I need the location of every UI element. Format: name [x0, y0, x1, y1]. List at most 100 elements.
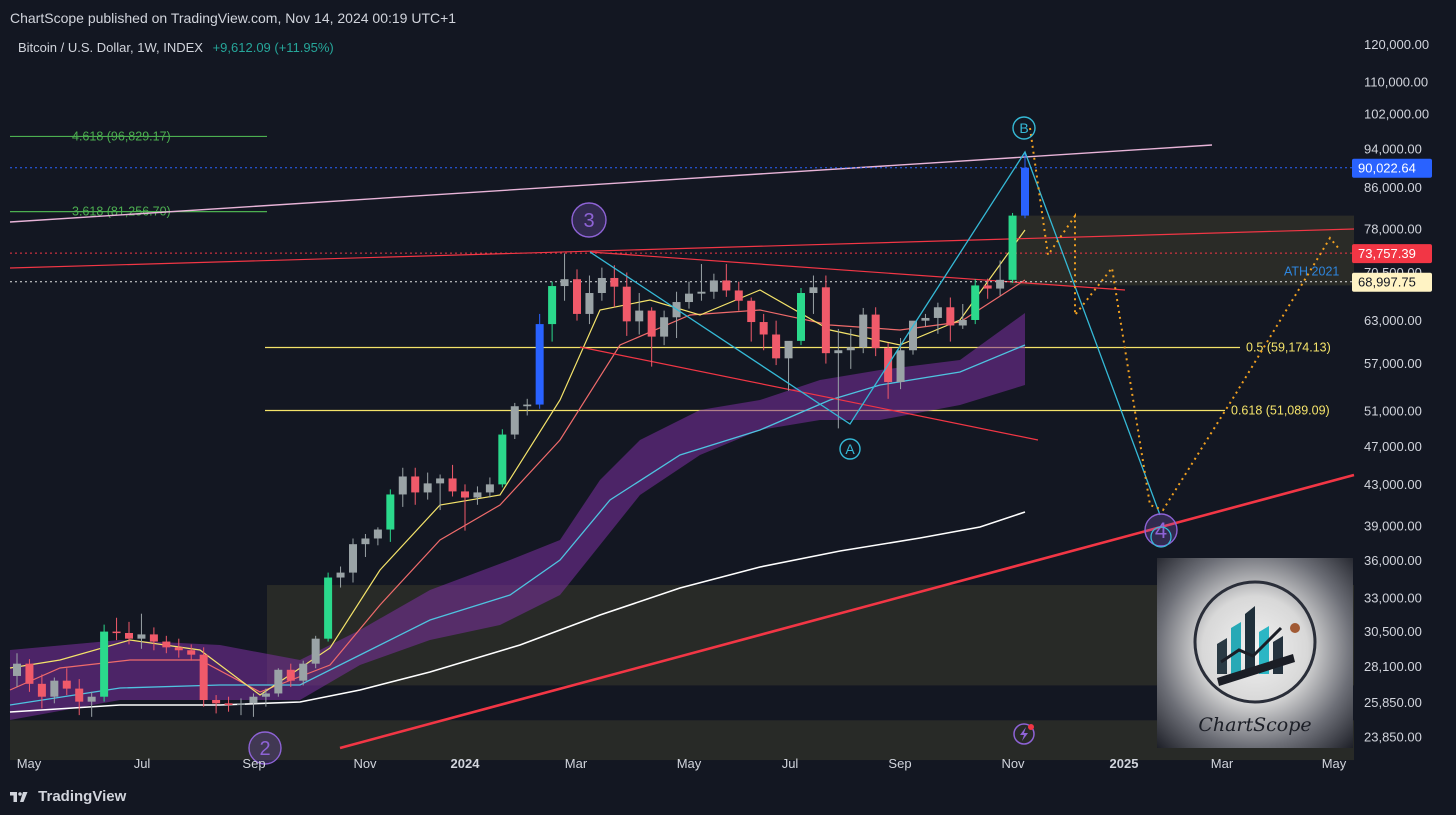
y-axis-tick-label: 51,000.00 — [1364, 404, 1422, 419]
x-axis-tick-label: Mar — [565, 756, 588, 771]
candle-body — [635, 310, 644, 322]
publisher-info: ChartScope published on TradingView.com,… — [10, 10, 457, 26]
candle-body — [996, 279, 1005, 289]
candle-body — [784, 340, 793, 359]
x-axis-tick-label: May — [17, 756, 42, 771]
candle-body — [622, 286, 631, 322]
y-axis-tick-label: 102,000.00 — [1364, 107, 1429, 122]
candle-body — [224, 703, 233, 705]
x-axis-tick-label: May — [677, 756, 702, 771]
candle-body — [62, 680, 71, 689]
y-axis-tick-label: 39,000.00 — [1364, 519, 1422, 534]
candle-body — [896, 350, 905, 383]
candle-body — [249, 696, 258, 704]
candle-body — [274, 669, 283, 694]
projection-path — [1029, 127, 1341, 512]
wave-marker-label: B — [1019, 120, 1028, 136]
price-badge-label: 73,757.39 — [1358, 246, 1416, 261]
footer-bar: TradingView — [0, 780, 1456, 815]
wave-marker-circle — [1012, 116, 1036, 140]
candle-body — [734, 290, 743, 301]
candle-body — [647, 310, 656, 337]
candle-body — [237, 703, 245, 705]
trend-support-red — [339, 473, 1355, 750]
candle-body — [361, 538, 370, 545]
x-axis-tick-label: Jul — [134, 756, 151, 771]
candle-body — [25, 663, 34, 684]
x-axis-tick-label: Nov — [1001, 756, 1025, 771]
tradingview-brand[interactable]: TradingView — [10, 788, 126, 805]
fib-level-label: 0.618 (51,089.09) — [1231, 403, 1330, 417]
wave-marker-circle — [571, 202, 607, 238]
y-axis-tick-label: 78,000.00 — [1364, 222, 1422, 237]
candle-body — [610, 277, 619, 287]
y-axis-tick-label: 120,000.00 — [1364, 37, 1429, 52]
ma-cloud-band — [10, 313, 1025, 720]
x-axis-tick-label: Mar — [1211, 756, 1234, 771]
y-axis-tick-label: 63,000.00 — [1364, 313, 1422, 328]
candle-body — [859, 314, 868, 348]
wave-marker-circle — [839, 438, 861, 460]
y-axis-tick-label: 28,100.00 — [1364, 659, 1422, 674]
trend-line-red-upper — [9, 228, 1355, 269]
candle-body — [772, 334, 781, 359]
candle-body — [473, 492, 482, 498]
wave-marker-label: 3 — [583, 210, 594, 232]
candle-body — [299, 663, 308, 681]
notification-dot — [1028, 724, 1034, 730]
price-badge — [1352, 158, 1432, 178]
y-axis-tick-label: 47,000.00 — [1364, 439, 1422, 454]
candle-body — [75, 688, 84, 702]
candle-body — [50, 680, 59, 697]
candle-body — [261, 693, 270, 697]
candle-body — [573, 279, 581, 314]
candle-body — [809, 287, 818, 294]
x-axis-tick-label: 2024 — [451, 756, 481, 771]
candle-body — [149, 634, 158, 642]
candle-body — [162, 641, 171, 648]
candle-body — [373, 529, 382, 539]
candle-body — [324, 577, 333, 639]
candle-body — [174, 647, 183, 651]
price-badge — [1352, 244, 1432, 264]
ma-fast-line — [9, 229, 1026, 696]
candle-body — [946, 307, 955, 326]
wave-marker-circle-c — [1150, 526, 1172, 548]
candle-body — [510, 406, 519, 435]
wave-marker-label: 4 — [1155, 518, 1167, 543]
candle-body — [958, 319, 967, 326]
top-bar: ChartScope published on TradingView.com,… — [0, 0, 1456, 36]
candle-body — [697, 291, 706, 294]
legend-symbol: Bitcoin / U.S. Dollar, 1W, INDEX — [18, 40, 203, 55]
candle-body — [523, 404, 532, 407]
price-badge-label: 68,997.75 — [1358, 275, 1416, 290]
candle-body — [311, 638, 320, 664]
y-axis-tick-label: 33,000.00 — [1364, 590, 1422, 605]
candle-body — [386, 494, 395, 530]
candle-body — [871, 314, 880, 349]
candle-body — [585, 293, 594, 314]
candle-body — [448, 478, 457, 492]
candle-body — [212, 700, 221, 704]
x-axis-tick-label: Sep — [888, 756, 911, 771]
candle-body — [548, 286, 557, 325]
lightning-icon — [1013, 723, 1035, 745]
x-axis-tick-label: 2025 — [1110, 756, 1139, 771]
chartscope-watermark-label: ChartScope — [1198, 714, 1312, 736]
legend-change: +9,612.09 (+11.95%) — [212, 40, 334, 55]
candle-body — [921, 317, 930, 321]
y-axis-tick-label: 86,000.00 — [1364, 180, 1422, 195]
wave-path-line — [589, 150, 1161, 516]
candle-body — [349, 544, 357, 573]
x-axis-tick-label: Nov — [353, 756, 377, 771]
candle-body — [199, 654, 208, 701]
chart-area[interactable]: 4.618 (96,829.17) 3.618 (81,256.70) 0.5 (5… — [0, 36, 1456, 780]
candle-body — [834, 350, 843, 354]
y-axis-tick-label: 94,000.00 — [1364, 142, 1422, 157]
x-axis-tick-label: Jul — [782, 756, 799, 771]
ma-long-line — [9, 511, 1026, 713]
candle-body — [797, 293, 805, 341]
candle-body — [560, 279, 569, 287]
candle-body — [436, 478, 445, 484]
trend-line-red-falling — [589, 251, 1126, 291]
